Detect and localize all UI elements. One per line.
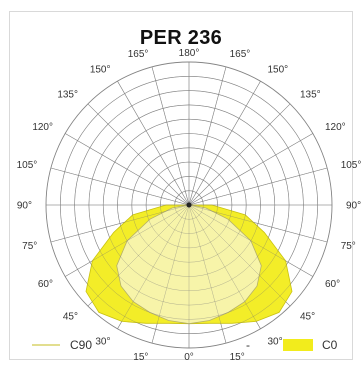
- grid-spoke-overlay: [188, 204, 227, 344]
- grid-spoke-overlay: [188, 66, 227, 206]
- angle-tick-labels: 180° 165° 150° 135° 120° 105° 90° 75° 60° 45° 30° 1…: [17, 48, 362, 363]
- tick-label-left: 60°: [38, 279, 53, 290]
- tick-label-left: 90°: [17, 201, 32, 212]
- grid-spoke-overlay: [188, 103, 291, 206]
- grid-spoke-overlay: [188, 204, 261, 329]
- tick-label-left: 15°: [133, 352, 148, 363]
- grid-spoke-overlay: [188, 133, 313, 206]
- tick-label-left: 105°: [17, 160, 38, 171]
- grid-spoke-overlay: [188, 204, 313, 277]
- chart-title: PER 236: [139, 27, 223, 49]
- tick-label-left: 120°: [32, 122, 53, 133]
- tick-label-left: 75°: [22, 241, 37, 252]
- tick-label-left: 30°: [95, 337, 110, 348]
- legend-c0-label: C0: [322, 338, 338, 352]
- tick-label-right: 30°: [268, 337, 283, 348]
- chart-center: [186, 202, 192, 208]
- tick-label-right: 90°: [346, 201, 361, 212]
- tick-label-right: 120°: [325, 122, 346, 133]
- grid-spoke-overlay: [188, 204, 328, 243]
- tick-label-right: 165°: [230, 49, 251, 60]
- grid-spoke-overlay: [65, 204, 190, 277]
- grid-spoke-overlay: [117, 204, 190, 329]
- tick-label-left: 135°: [57, 90, 78, 101]
- tick-label-right: 105°: [341, 160, 362, 171]
- legend-separator: -: [246, 338, 250, 352]
- tick-label-right: 60°: [325, 279, 340, 290]
- tick-label-right: 135°: [300, 90, 321, 101]
- legend-c90-label: C90: [70, 338, 92, 352]
- tick-label-left: 45°: [63, 312, 78, 323]
- grid-spoke-overlay: [151, 66, 190, 206]
- tick-label-right: 15°: [230, 352, 245, 363]
- tick-label-left: 180°: [179, 48, 200, 59]
- legend-c0-swatch: [283, 339, 313, 351]
- legend: C90 - C0: [32, 338, 338, 352]
- grid-overlay: [45, 61, 333, 349]
- grid-spoke-overlay: [188, 167, 328, 206]
- tick-label-left: 165°: [128, 49, 149, 60]
- tick-label-right: 75°: [341, 241, 356, 252]
- grid-spoke-overlay: [188, 81, 261, 206]
- tick-label-right: 150°: [268, 65, 289, 76]
- grid-spoke-overlay: [50, 167, 190, 206]
- tick-label-left: 0°: [184, 352, 194, 363]
- grid-spoke-overlay: [151, 204, 190, 344]
- grid-spoke-overlay: [188, 204, 291, 307]
- grid-spoke-overlay: [50, 204, 190, 243]
- grid-spoke-overlay: [117, 81, 190, 206]
- grid-spoke-overlay: [87, 204, 190, 307]
- grid-spoke-overlay: [87, 103, 190, 206]
- tick-label-right: 45°: [300, 312, 315, 323]
- grid-spoke-overlay: [65, 133, 190, 206]
- tick-label-left: 150°: [90, 65, 111, 76]
